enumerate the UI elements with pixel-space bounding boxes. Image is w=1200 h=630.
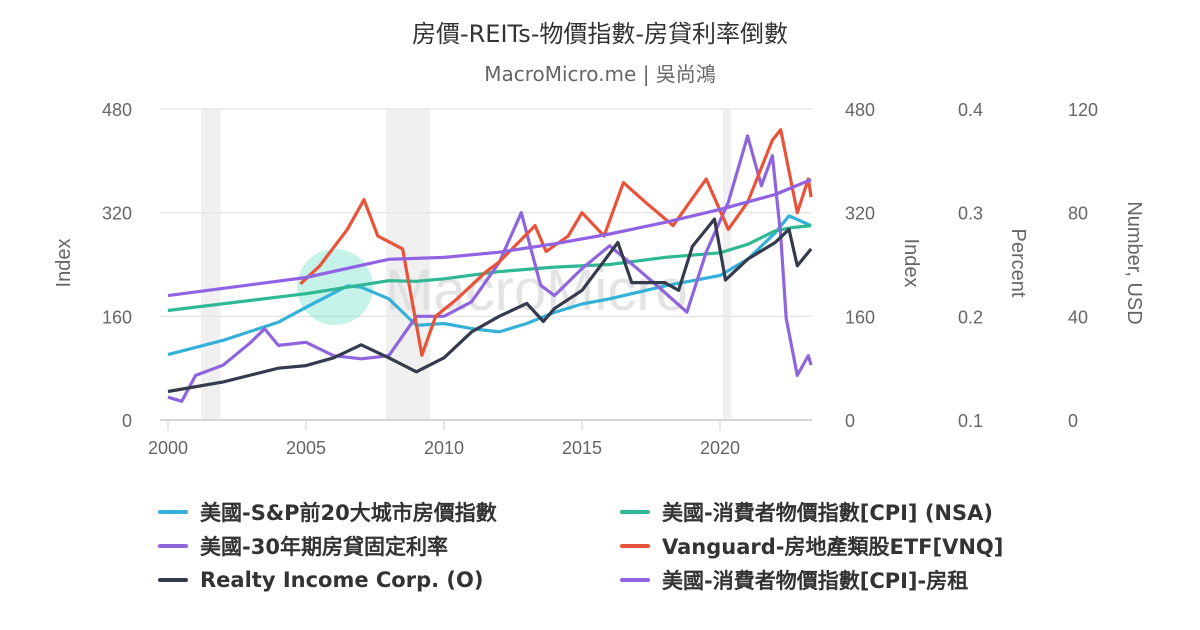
x-tick-label: 2000 xyxy=(148,438,188,458)
legend-item[interactable]: Realty Income Corp. (O) xyxy=(158,563,497,597)
x-tick-label: 2020 xyxy=(700,438,740,458)
legend-item[interactable]: 美國-消費者物價指數[CPI]-房租 xyxy=(620,563,1003,597)
legend-label: 美國-30年期房貸固定利率 xyxy=(200,535,448,559)
legend-swatch xyxy=(158,544,188,548)
legend-swatch xyxy=(620,510,650,514)
y-tick-label-percent: 0.3 xyxy=(958,204,983,224)
y-axis-title-index_right: Index xyxy=(900,239,922,288)
series-line-1 xyxy=(167,224,812,313)
legend-item[interactable]: Vanguard-房地產類股ETF[VNQ] xyxy=(620,529,1003,563)
y-tick-label-index_right: 0 xyxy=(845,411,855,431)
legend-swatch xyxy=(158,578,188,582)
y-tick-label-index_right: 480 xyxy=(845,100,875,120)
y-tick-label-index_right: 320 xyxy=(845,204,875,224)
y-tick-label-usd: 40 xyxy=(1068,307,1088,327)
y-axis-title-index_left: Index xyxy=(53,239,75,288)
legend-left: 美國-S&P前20大城市房價指數 美國-30年期房貸固定利率 Realty Inco… xyxy=(158,495,497,597)
legend-label: Realty Income Corp. (O) xyxy=(200,568,484,592)
y-tick-label-usd: 80 xyxy=(1068,204,1088,224)
legend-label: 美國-消費者物價指數[CPI]-房租 xyxy=(662,569,969,593)
legend-item[interactable]: 美國-S&P前20大城市房價指數 xyxy=(158,495,497,529)
legend-item[interactable]: 美國-30年期房貸固定利率 xyxy=(158,529,497,563)
legend-label: Vanguard-房地產類股ETF[VNQ] xyxy=(662,535,1004,559)
y-tick-label-index_right: 160 xyxy=(845,307,875,327)
recession-band xyxy=(722,109,732,420)
legend-swatch xyxy=(158,510,188,514)
y-axis-title-percent: Percent xyxy=(1007,229,1029,298)
legend-swatch xyxy=(620,544,650,548)
y-tick-label-index_left: 320 xyxy=(102,204,132,224)
y-tick-label-percent: 0.2 xyxy=(958,307,983,327)
legend-swatch xyxy=(620,578,650,582)
y-tick-label-percent: 0.4 xyxy=(958,100,983,120)
y-tick-label-index_left: 0 xyxy=(122,411,132,431)
legend-label: 美國-S&P前20大城市房價指數 xyxy=(200,501,497,525)
y-tick-label-percent: 0.1 xyxy=(958,411,983,431)
y-tick-label-index_left: 160 xyxy=(102,307,132,327)
chart-title: 房價-REITs-物價指數-房貸利率倒數 xyxy=(411,20,789,48)
y-tick-label-usd: 120 xyxy=(1068,100,1098,120)
x-tick-label: 2010 xyxy=(424,438,464,458)
chart-subtitle: MacroMicro.me | 吳尚鴻 xyxy=(484,62,716,86)
x-tick-label: 2005 xyxy=(286,438,326,458)
y-tick-label-usd: 0 xyxy=(1068,411,1078,431)
y-tick-label-index_left: 480 xyxy=(102,100,132,120)
x-tick-label: 2015 xyxy=(562,438,602,458)
legend-item[interactable]: 美國-消費者物價指數[CPI] (NSA) xyxy=(620,495,1003,529)
legend-right: 美國-消費者物價指數[CPI] (NSA) Vanguard-房地產類股ETF[V… xyxy=(620,495,1003,597)
legend-label: 美國-消費者物價指數[CPI] (NSA) xyxy=(662,501,993,525)
y-axis-title-usd: Number, USD xyxy=(1123,201,1145,324)
